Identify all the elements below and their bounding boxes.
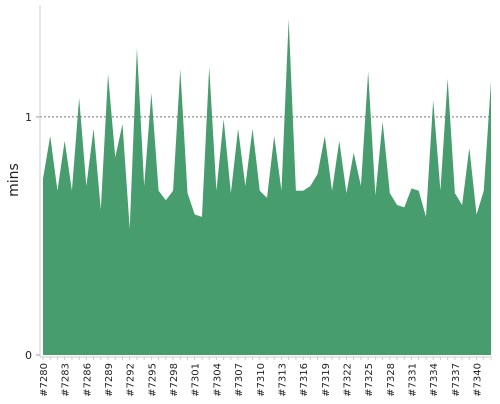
x-tick-label: #7313 <box>277 363 288 397</box>
x-tick-label: #7328 <box>386 363 397 397</box>
x-tick-label: #7319 <box>321 363 332 397</box>
x-tick-label: #7337 <box>451 363 462 397</box>
x-tick-label: #7316 <box>299 363 310 397</box>
x-tick-label: #7283 <box>61 363 72 397</box>
x-tick-label: #7289 <box>104 363 115 397</box>
area <box>43 19 491 356</box>
x-tick-label: #7304 <box>212 363 223 397</box>
x-tick-label: #7295 <box>147 363 158 397</box>
x-tick-label: #7307 <box>234 363 245 397</box>
x-tick-label: #7334 <box>429 363 440 397</box>
y-axis-label: mins <box>6 163 22 197</box>
x-tick-label: #7310 <box>256 363 267 397</box>
x-tick-label: #7322 <box>342 363 353 397</box>
x-tick-label: #7280 <box>39 363 50 397</box>
x-tick-label: #7286 <box>82 363 93 397</box>
x-tick-label: #7292 <box>126 363 137 397</box>
x-tick-label: #7325 <box>364 363 375 397</box>
x-tick-label: #7340 <box>473 363 484 397</box>
x-tick-label: #7301 <box>191 363 202 397</box>
x-tick-label: #7331 <box>408 363 419 397</box>
y-tick-label: 1 <box>25 111 32 124</box>
x-tick-label: #7298 <box>169 363 180 397</box>
y-tick-label: 0 <box>25 349 32 362</box>
